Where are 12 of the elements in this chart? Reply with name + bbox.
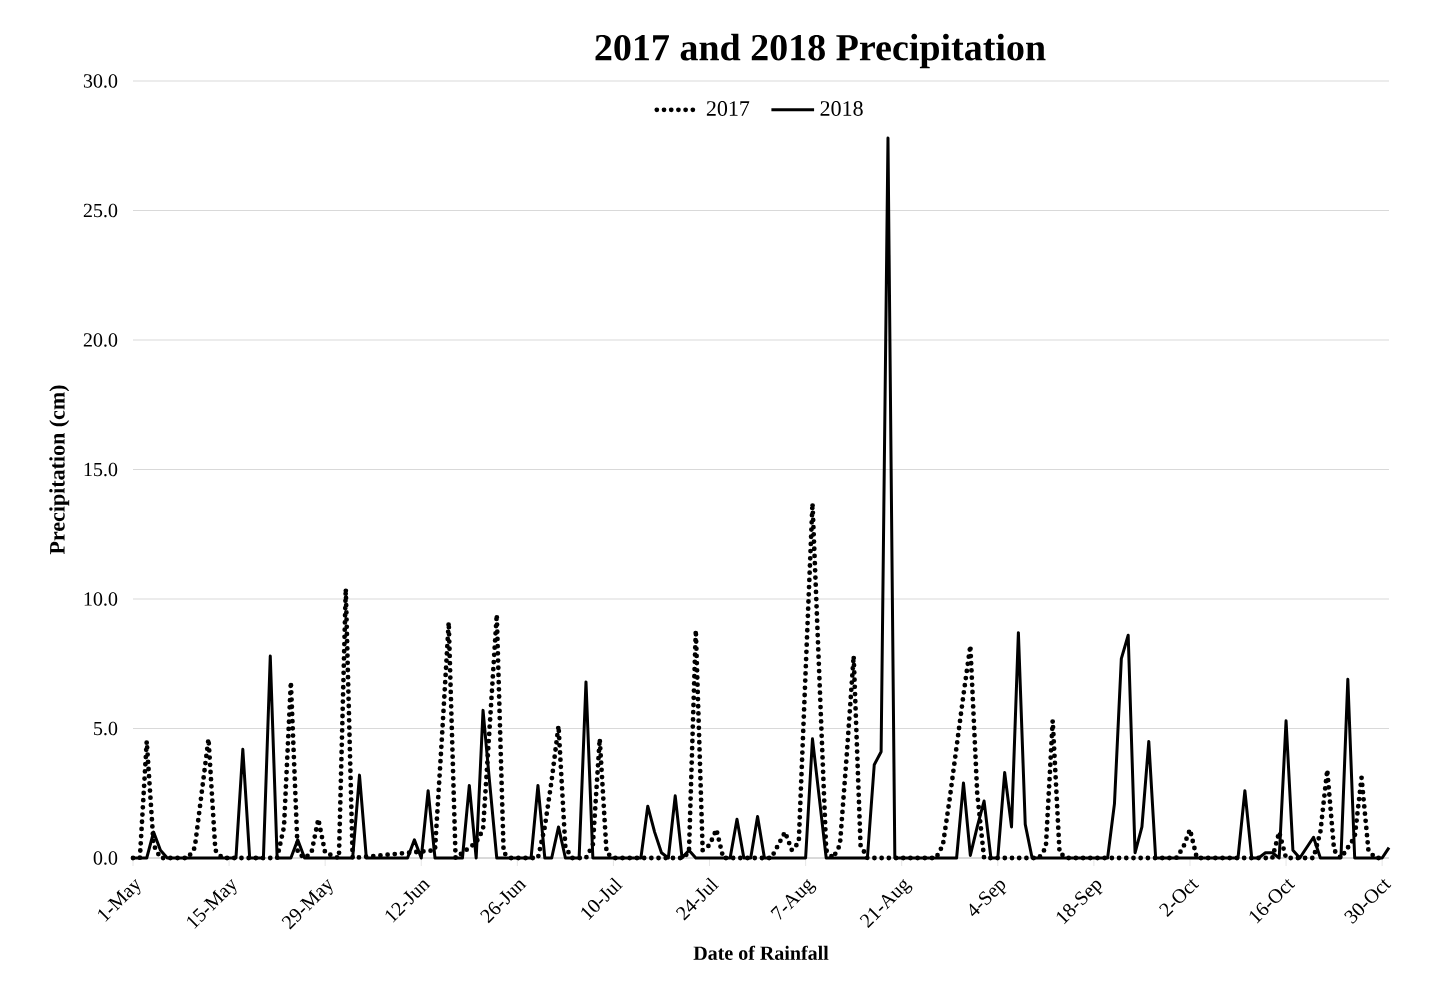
chart-title: 2017 and 2018 Precipitation [595, 33, 1046, 69]
y-tick-label: 20.0 [83, 333, 118, 347]
legend-label: 2018 [820, 101, 863, 116]
legend-label: 2017 [706, 101, 750, 116]
y-axis-title: Precipitation (cm) [49, 385, 70, 555]
y-tick-label: 15.0 [84, 462, 118, 477]
y-tick-label: 10.0 [84, 592, 118, 606]
x-axis-title: Date of Rainfall [693, 945, 829, 960]
y-tick-label: 25.0 [83, 203, 118, 218]
y-tick-label: 0.0 [93, 851, 118, 865]
y-tick-label: 30.0 [83, 74, 118, 88]
y-tick-label: 5.0 [94, 721, 118, 736]
